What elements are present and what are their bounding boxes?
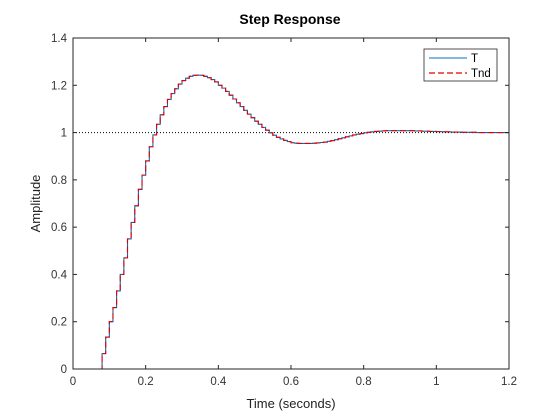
y-axis-ticks: 0 0.2 0.4 0.6 0.8 1 1.2 1.4	[51, 33, 509, 376]
legend-label-tnd: Tnd	[471, 68, 491, 80]
y-tick-label: 0	[61, 364, 67, 376]
y-tick-label: 1.2	[51, 80, 67, 92]
y-tick-label: 1.4	[51, 33, 68, 45]
plot-area	[73, 38, 509, 369]
y-tick-label: 0.6	[51, 222, 67, 234]
x-tick-label: 1.2	[501, 376, 517, 388]
y-tick-label: 0.8	[51, 175, 67, 187]
x-axis-label: Time (seconds)	[246, 396, 335, 411]
x-tick-label: 0.6	[283, 376, 299, 388]
x-axis-ticks: 0 0.2 0.4 0.6 0.8 1 1.2	[70, 38, 517, 388]
y-tick-label: 0.2	[51, 317, 67, 329]
x-tick-label: 0	[70, 376, 76, 388]
x-tick-label: 0.8	[356, 376, 372, 388]
y-tick-label: 0.4	[51, 269, 68, 281]
legend: T Tnd	[423, 48, 498, 82]
x-tick-label: 0.2	[138, 376, 154, 388]
x-tick-label: 1	[433, 376, 439, 388]
x-tick-label: 0.4	[210, 376, 227, 388]
y-tick-label: 1	[61, 128, 67, 140]
legend-box	[423, 48, 498, 82]
series-layer	[73, 74, 509, 370]
series-line-tnd	[73, 74, 509, 370]
chart-title: Step Response	[239, 11, 340, 27]
legend-label-t: T	[471, 53, 478, 65]
y-axis-label: Amplitude	[28, 175, 43, 233]
